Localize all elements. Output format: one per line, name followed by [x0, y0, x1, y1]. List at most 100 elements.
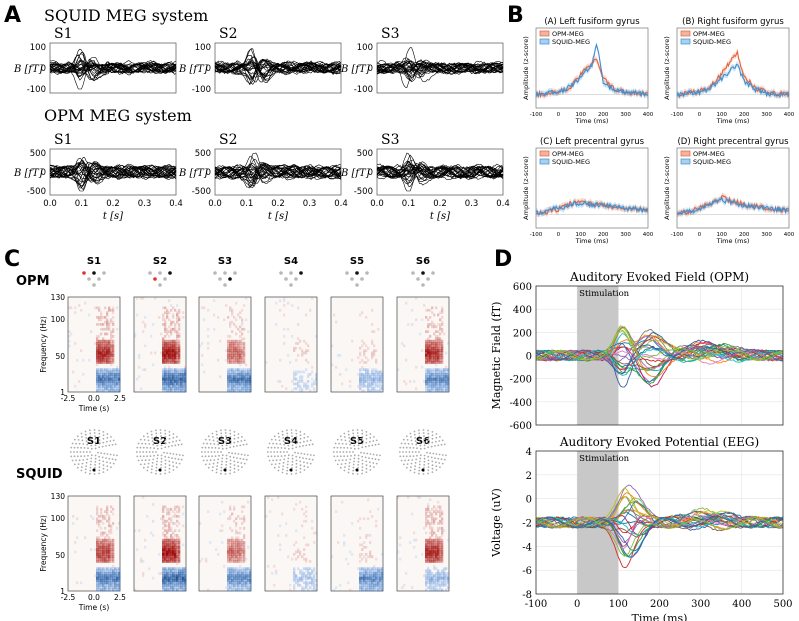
squid-sensor [225, 464, 228, 466]
squid-sensor [89, 435, 92, 438]
spectrogram-cell [439, 574, 442, 578]
spectrogram-cell [233, 557, 236, 561]
spectrogram-cell [417, 496, 420, 499]
spectrogram-cell [307, 576, 310, 580]
spectrogram-cell [247, 380, 250, 383]
spectrogram-cell [106, 507, 109, 511]
spectrogram-cell [361, 567, 364, 570]
spectrogram-cell [144, 316, 147, 319]
squid-sensor [175, 453, 178, 456]
squid-sensor [270, 438, 273, 441]
spectrogram-cell [164, 335, 167, 338]
spectrogram-cell [441, 553, 444, 556]
spectrogram-cell [166, 560, 169, 563]
spectrogram-cell [315, 572, 318, 575]
spectrogram-cell [425, 344, 428, 348]
spectrogram-cell [108, 583, 111, 587]
subject-label-squid-3: S3 [218, 436, 232, 447]
spectrogram-cell [437, 569, 440, 573]
spectrogram-cell [96, 380, 99, 383]
spectrogram-cell [359, 373, 362, 376]
spectrogram-cell [435, 579, 438, 582]
squid-sensor [220, 432, 223, 435]
spectrogram-cell [367, 574, 370, 578]
spectrogram-cell [311, 576, 314, 580]
spectrogram-cell [172, 306, 175, 310]
squid-sensor [239, 457, 242, 460]
spectrogram-cell [361, 574, 364, 578]
spectrogram-cell [98, 515, 101, 518]
panel-b: (A) Left fusiform gyrusOPM-MEGSQUID-MEG-… [522, 17, 795, 245]
spectrogram-cell [136, 377, 139, 381]
spectrogram-cell [227, 382, 230, 386]
spectrogram-cell [104, 550, 107, 554]
spectrogram-cell [108, 567, 111, 570]
squid-sensor [164, 436, 167, 438]
spectrogram-cell [98, 553, 101, 556]
spectrogram-cell [112, 564, 115, 568]
spectrogram-cell [437, 572, 440, 575]
squid-sensor [303, 440, 305, 443]
spectrogram-cell [427, 361, 430, 364]
spectrogram-cell [435, 370, 438, 374]
squid-sensor [112, 462, 115, 465]
spectrogram-cell [427, 337, 430, 341]
spectrogram-cell [375, 389, 378, 393]
spectrogram-cell [104, 375, 107, 379]
x-tick-label: 400 [784, 232, 795, 238]
spectrogram-cell [176, 588, 179, 592]
spectrogram-cell [429, 579, 432, 582]
spectrogram-cell [381, 370, 384, 374]
series-line-squid [535, 43, 649, 98]
spectrogram-cell [275, 572, 278, 575]
spectrogram-cell [249, 581, 252, 585]
spectrogram-cell [351, 522, 354, 525]
spectrogram-cell [377, 389, 380, 393]
spectrogram-cell [365, 586, 368, 589]
spectrogram-cell [435, 536, 438, 540]
spectrogram-cell [221, 500, 224, 504]
spectrogram-cell [227, 581, 230, 585]
spectrogram-cell [106, 572, 109, 575]
squid-sensor [423, 441, 426, 444]
squid-sensor [282, 440, 285, 443]
spectrogram-cell [110, 373, 113, 376]
spectrogram-cell [373, 576, 376, 580]
spectrogram-cell [231, 536, 234, 540]
squid-sensor [437, 444, 440, 447]
squid-sensor [243, 439, 246, 442]
squid-sensor [212, 439, 215, 442]
roi-title: (C) Left precentral gyrus [540, 137, 645, 147]
spectrogram-cell [106, 323, 109, 326]
spectrogram-cell [441, 387, 444, 390]
spectrogram-cell [243, 555, 246, 559]
spectrogram-cell [100, 531, 103, 535]
spectrogram-cell [176, 380, 179, 383]
spectrogram-cell [166, 553, 169, 556]
spectrogram-cell [361, 384, 364, 388]
spectrogram-cell [100, 323, 103, 326]
spectrogram-cell [239, 351, 242, 355]
squid-sensor [427, 455, 430, 458]
spectrogram-cell [116, 583, 119, 587]
spectrogram-cell [243, 576, 246, 580]
spectrogram-cell [439, 351, 442, 355]
spectrogram-cell [100, 548, 103, 551]
spectrogram-cell [112, 572, 115, 575]
y-axis-label: Amplitude (z-score) [522, 156, 530, 220]
squid-sensor [73, 451, 75, 453]
spectrogram-cell [431, 560, 434, 563]
spectrogram-cell [377, 507, 380, 511]
spectrogram-cell [90, 330, 93, 333]
spectrogram-cell [313, 586, 316, 589]
spectrogram-cell [174, 576, 177, 580]
spectrogram-cell [233, 389, 236, 393]
spectrogram-cell [433, 581, 436, 585]
spectrogram-cell [110, 574, 113, 578]
squid-sensor [418, 435, 421, 438]
spectrogram-cell [303, 574, 306, 578]
squid-sensor [441, 462, 444, 465]
spectrogram-cell [180, 387, 183, 390]
squid-sensor [160, 454, 163, 457]
